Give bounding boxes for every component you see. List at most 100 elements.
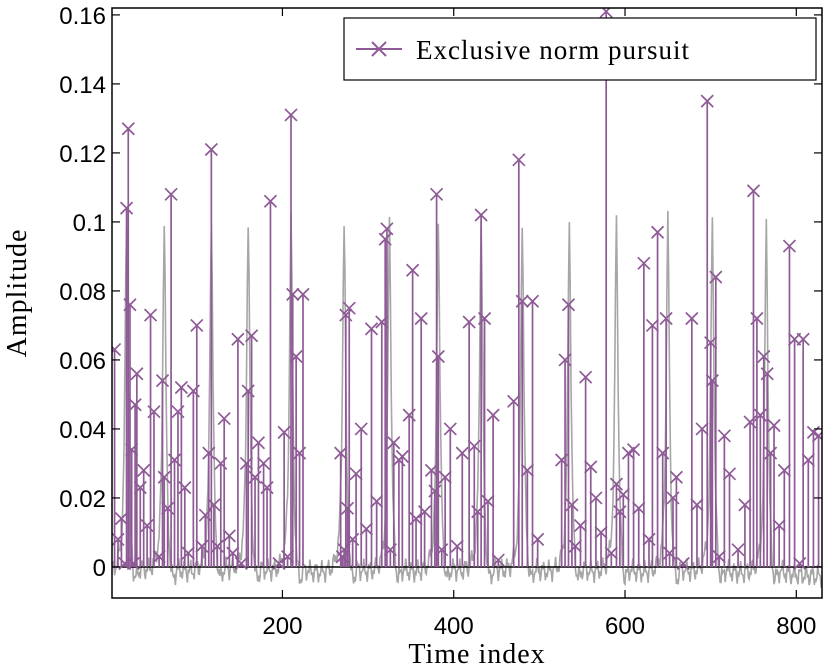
stem-marker: [204, 142, 218, 157]
stem-marker: [568, 539, 582, 553]
stem-marker: [178, 480, 192, 495]
stem-marker: [604, 546, 618, 560]
stem-marker: [757, 349, 771, 364]
stem-marker: [477, 311, 492, 326]
stem-marker: [231, 332, 245, 346]
stem-marker: [443, 422, 457, 436]
x-tick-label: 200: [262, 613, 302, 640]
stem-marker: [746, 184, 761, 198]
stem-marker: [507, 394, 521, 408]
stem-marker: [207, 498, 221, 512]
stem-marker: [239, 456, 254, 471]
stem-marker: [277, 425, 291, 439]
y-tick-label: 0.06: [59, 348, 106, 375]
y-tick-label: 0.1: [73, 210, 106, 237]
stem-marker: [387, 436, 401, 450]
stem-marker: [616, 487, 630, 502]
stem-marker: [700, 94, 714, 108]
stem-marker: [272, 556, 286, 571]
stem-marker: [584, 460, 598, 474]
stem-marker: [334, 446, 348, 460]
stem-marker: [342, 301, 356, 315]
x-axis-label: Time index: [408, 639, 545, 667]
stem-marker: [561, 298, 576, 312]
stem-marker: [467, 439, 481, 453]
stem-marker: [637, 256, 651, 270]
stem-marker: [772, 518, 786, 533]
stem-marker: [429, 187, 444, 201]
stem-marker: [599, 8, 613, 19]
stem-marker: [256, 456, 271, 471]
stem-marker: [289, 349, 303, 364]
stem-marker: [157, 470, 171, 484]
stem-marker: [626, 443, 641, 457]
stem-marker: [424, 463, 439, 477]
stem-marker: [491, 553, 505, 567]
stem-marker: [712, 549, 726, 564]
stem-marker: [796, 332, 810, 346]
stem-marker: [760, 367, 774, 381]
y-axis-label: Amplitude: [2, 229, 33, 358]
stem-marker: [409, 512, 423, 526]
stem-marker: [222, 529, 236, 543]
stem-marker: [750, 311, 764, 326]
stem-marker: [717, 429, 731, 443]
stem-marker: [525, 294, 540, 308]
stem-marker: [251, 436, 266, 450]
stem-marker: [143, 308, 158, 322]
stem-marker: [406, 263, 420, 277]
y-tick-label: 0.08: [59, 279, 106, 306]
stem-marker: [455, 446, 469, 460]
y-tick-label: 0: [93, 555, 106, 582]
stem-marker: [659, 311, 673, 326]
stem-marker: [354, 422, 368, 436]
stem-marker: [515, 294, 529, 308]
y-tick-label: 0.12: [59, 141, 106, 168]
stem-marker: [296, 287, 310, 301]
stem-marker: [669, 470, 684, 484]
stem-marker: [181, 546, 195, 560]
stem-marker: [378, 232, 392, 246]
stem-marker: [782, 239, 797, 253]
stem-marker: [722, 467, 737, 481]
stem-marker: [418, 505, 432, 519]
stem-marker: [286, 287, 300, 301]
stem-marker: [695, 422, 709, 436]
stem-marker: [690, 498, 704, 512]
stem-marker: [481, 494, 495, 508]
stem-marker: [709, 270, 723, 284]
stem-marker: [147, 405, 161, 419]
stem-marker: [579, 370, 593, 384]
stem-marker: [777, 463, 791, 477]
stem-marker: [685, 311, 699, 326]
stem-marker: [245, 329, 259, 343]
stem-marker: [531, 532, 545, 546]
stem-marker: [632, 501, 646, 515]
x-tick-label: 800: [776, 613, 816, 640]
stem-marker: [190, 318, 204, 333]
stem-marker: [380, 222, 394, 236]
y-tick-label: 0.02: [59, 486, 106, 513]
plot-frame: [111, 7, 823, 599]
stem-marker: [128, 398, 142, 412]
stem-marker: [731, 543, 745, 557]
stem-marker: [359, 522, 373, 536]
legend-box: [343, 17, 817, 81]
stem-marker: [738, 498, 752, 512]
stem-marker: [364, 322, 379, 336]
stem-marker: [520, 463, 534, 477]
stem-marker: [450, 539, 464, 553]
stem-marker: [676, 556, 690, 571]
stem-marker: [164, 187, 178, 201]
stem-marker: [112, 342, 122, 357]
legend-x-marker: [371, 41, 387, 57]
stem-marker: [438, 470, 452, 484]
stem-marker: [645, 318, 660, 333]
stem-marker: [573, 518, 588, 533]
legend-entry-label: Exclusive norm pursuit: [416, 35, 690, 65]
stem-marker: [137, 463, 151, 477]
stem-marker: [226, 546, 240, 560]
x-tick-label: 600: [605, 613, 645, 640]
stem-marker: [801, 453, 815, 467]
